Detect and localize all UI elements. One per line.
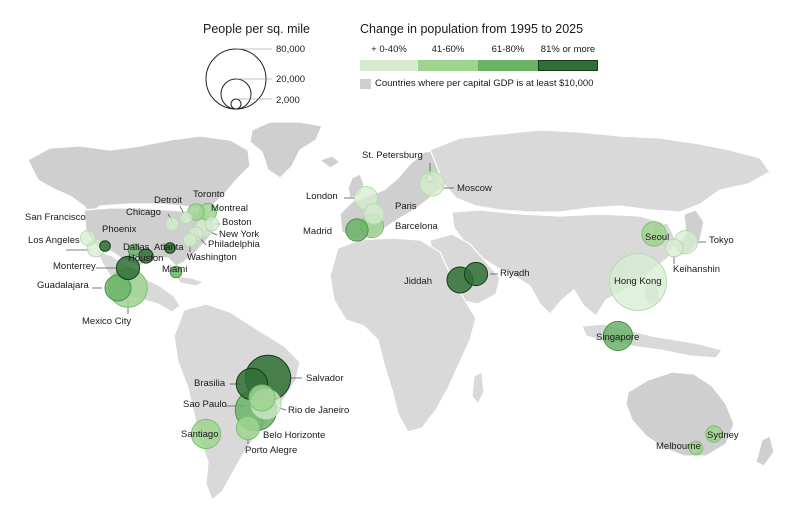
city-bubble-monterrey bbox=[115, 255, 141, 281]
city-label-chicago: Chicago bbox=[126, 207, 161, 218]
city-label-st-petersburg: St. Petersburg bbox=[362, 150, 423, 161]
density-value-small: 2,000 bbox=[276, 95, 300, 106]
change-bin-label-4: 81% or more bbox=[540, 44, 596, 55]
city-label-salvador: Salvador bbox=[306, 373, 344, 384]
city-label-porto-alegre: Porto Alegre bbox=[245, 445, 297, 456]
city-bubble-melbourne bbox=[688, 440, 704, 456]
city-label-barcelona: Barcelona bbox=[395, 221, 438, 232]
city-label-atlanta: Atlanta bbox=[154, 242, 184, 253]
city-label-sao-paulo: Sao Paulo bbox=[183, 399, 227, 410]
city-bubble-atlanta bbox=[164, 242, 176, 254]
canada-alaska bbox=[27, 135, 251, 215]
city-label-detroit: Detroit bbox=[154, 195, 182, 206]
city-labels: San Francisco Los Angeles Phoenix ChicagoDe… bbox=[25, 150, 739, 456]
city-label-paris: Paris bbox=[395, 201, 417, 212]
city-label-philadelphia: Philadelphia bbox=[208, 239, 260, 250]
city-label-tokyo: Tokyo bbox=[709, 235, 734, 246]
city-label-seoul: Seoul bbox=[645, 232, 669, 243]
city-bubble-riyadh bbox=[463, 261, 489, 287]
city-label-toronto: Toronto bbox=[193, 189, 225, 200]
city-bubble-dallas bbox=[127, 243, 141, 257]
change-bin-swatch-2 bbox=[418, 60, 478, 71]
city-label-miami: Miami bbox=[162, 264, 187, 275]
city-label-rio-de-janeiro: Rio de Janeiro bbox=[288, 405, 349, 416]
city-bubble-sydney bbox=[705, 425, 723, 443]
city-label-moscow: Moscow bbox=[457, 183, 492, 194]
city-label-santiago: Santiago bbox=[181, 429, 219, 440]
change-bin-swatch-3 bbox=[478, 60, 538, 71]
city-label-houston: Houston bbox=[128, 253, 163, 264]
city-label-singapore: Singapore bbox=[596, 332, 639, 343]
change-bin-swatch-4 bbox=[538, 60, 598, 71]
city-bubble-seoul bbox=[641, 221, 667, 247]
city-label-los-angeles: Los Angeles bbox=[28, 235, 80, 246]
city-label-madrid: Madrid bbox=[303, 226, 332, 237]
change-legend-title: Change in population from 1995 to 2025 bbox=[360, 22, 584, 36]
city-bubble-st-petersburg bbox=[425, 173, 435, 183]
caribbean bbox=[175, 275, 205, 287]
city-bubble-belo-horizonte bbox=[248, 384, 276, 412]
gdp-swatch bbox=[360, 79, 371, 89]
city-bubble-washington bbox=[182, 232, 198, 248]
city-label-guadalajara: Guadalajara bbox=[37, 280, 89, 291]
city-label-brasilia: Brasilia bbox=[194, 378, 226, 389]
madagascar bbox=[471, 371, 485, 405]
city-label-belo-horizonte: Belo Horizonte bbox=[263, 430, 325, 441]
city-label-melbourne: Melbourne bbox=[656, 441, 701, 452]
density-circle-medium bbox=[220, 78, 252, 110]
city-bubble-paris bbox=[363, 203, 385, 225]
city-bubble-miami bbox=[169, 265, 183, 279]
land-masses bbox=[27, 121, 775, 501]
city-bubble-detroit bbox=[179, 211, 193, 225]
city-bubble-madrid bbox=[345, 218, 369, 242]
city-label-jiddah: Jiddah bbox=[404, 276, 432, 287]
change-bin-swatch-1 bbox=[360, 60, 418, 71]
city-bubble-santiago bbox=[190, 418, 222, 450]
gdp-note: Countries where per capital GDP is at le… bbox=[375, 78, 594, 89]
city-bubble-guadalajara bbox=[104, 274, 132, 302]
city-bubble-chicago bbox=[164, 216, 180, 232]
city-label-san-francisco: San Francisco bbox=[25, 212, 86, 223]
greenland bbox=[249, 121, 323, 179]
city-bubble-hong-kong bbox=[609, 253, 667, 311]
city-label-sydney: Sydney bbox=[707, 430, 739, 441]
city-label-montreal: Montreal bbox=[211, 203, 248, 214]
density-legend-title: People per sq. mile bbox=[203, 22, 311, 36]
city-label-dallas: Dallas bbox=[123, 242, 150, 253]
city-label-phoenix: Phoenix bbox=[102, 224, 137, 235]
russia-north-asia bbox=[429, 129, 771, 213]
density-value-large: 80,000 bbox=[276, 44, 306, 55]
city-label-monterrey: Monterrey bbox=[53, 261, 96, 272]
city-bubble-houston bbox=[138, 248, 154, 264]
city-bubble-phoenix bbox=[99, 240, 111, 252]
city-bubble-singapore bbox=[602, 320, 634, 352]
city-label-mexico-city: Mexico City bbox=[82, 316, 131, 327]
city-bubble-boston bbox=[204, 216, 220, 232]
city-bubble-san-francisco bbox=[80, 230, 96, 246]
city-label-washington: Washington bbox=[187, 252, 237, 263]
change-bin-label-3: 61-80% bbox=[491, 44, 525, 55]
city-bubbles bbox=[80, 171, 723, 456]
density-legend-circles bbox=[205, 48, 272, 110]
united-states bbox=[83, 207, 215, 267]
city-label-hong-kong: Hong Kong bbox=[614, 276, 662, 287]
density-value-medium: 20,000 bbox=[276, 74, 306, 85]
change-bin-label-1: + 0-40% bbox=[371, 44, 407, 55]
city-label-new-york: New York bbox=[219, 229, 259, 240]
city-label-riyadh: Riyadh bbox=[500, 268, 530, 279]
change-bin-label-2: 41-60% bbox=[431, 44, 465, 55]
new-zealand bbox=[755, 435, 775, 467]
city-label-london: London bbox=[306, 191, 338, 202]
iceland bbox=[319, 155, 341, 169]
density-circle-small bbox=[230, 98, 242, 110]
city-bubble-porto-alegre bbox=[235, 415, 261, 441]
city-label-boston: Boston bbox=[222, 217, 252, 228]
city-label-keihanshin: Keihanshin bbox=[673, 264, 720, 275]
city-bubble-keihanshin bbox=[664, 238, 684, 258]
africa bbox=[329, 237, 477, 433]
